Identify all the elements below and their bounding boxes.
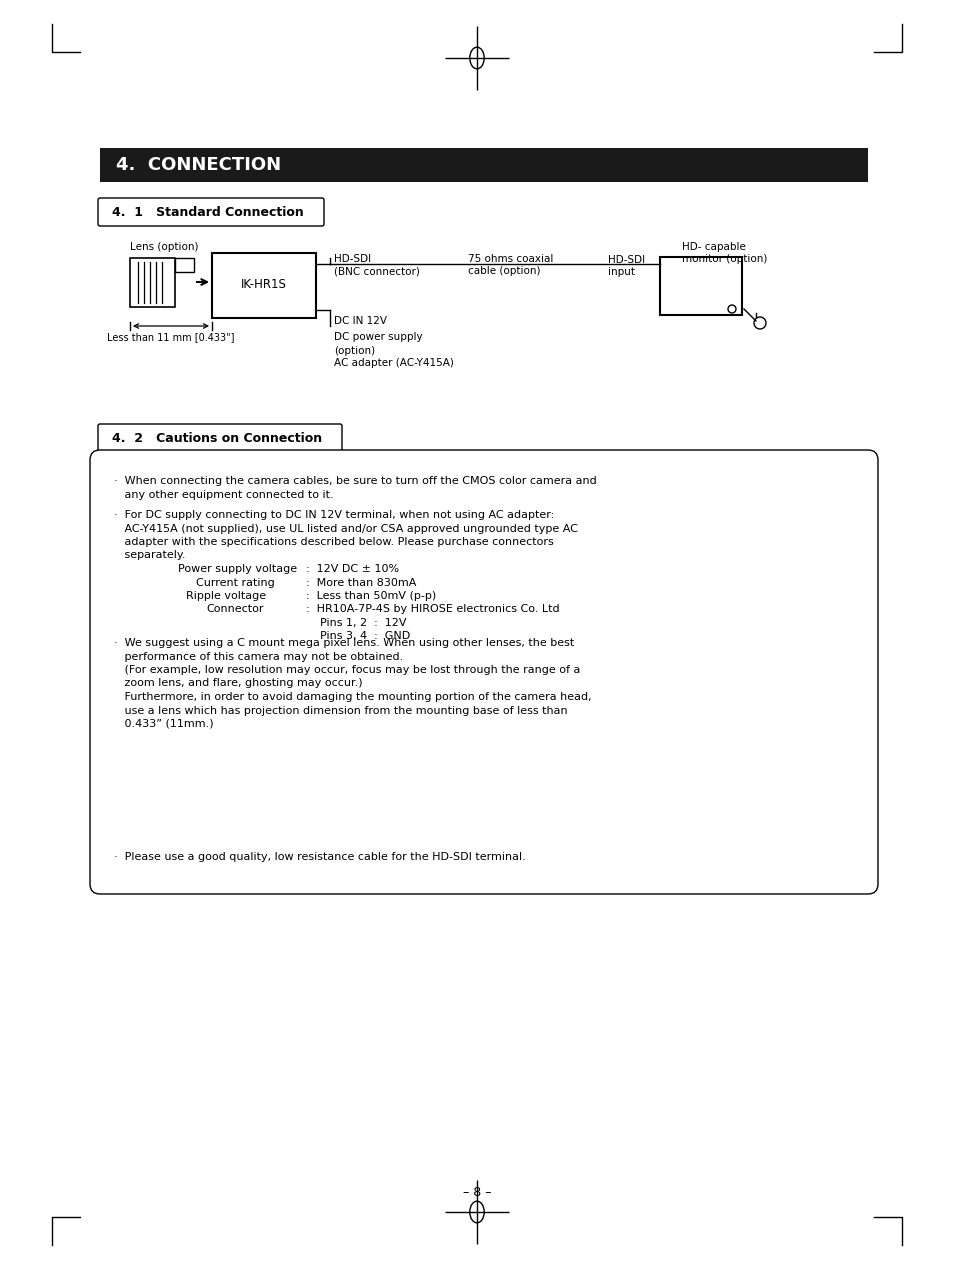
Text: – 8 –: – 8 – xyxy=(462,1187,491,1199)
Text: performance of this camera may not be obtained.: performance of this camera may not be ob… xyxy=(113,651,403,661)
Text: DC power supply: DC power supply xyxy=(334,332,422,343)
Text: 4.  2   Cautions on Connection: 4. 2 Cautions on Connection xyxy=(112,431,322,444)
Text: IK-HR1S: IK-HR1S xyxy=(241,278,287,292)
Text: 4.  CONNECTION: 4. CONNECTION xyxy=(116,156,281,174)
FancyBboxPatch shape xyxy=(90,450,877,893)
Text: input: input xyxy=(607,266,635,277)
Text: HD-SDI: HD-SDI xyxy=(334,254,371,264)
Text: Ripple voltage: Ripple voltage xyxy=(186,591,266,602)
Text: any other equipment connected to it.: any other equipment connected to it. xyxy=(113,490,334,500)
Text: ·  For DC supply connecting to DC IN 12V terminal, when not using AC adapter:: · For DC supply connecting to DC IN 12V … xyxy=(113,510,554,520)
Text: HD-SDI: HD-SDI xyxy=(607,255,644,265)
FancyBboxPatch shape xyxy=(98,198,324,226)
Text: Power supply voltage: Power supply voltage xyxy=(178,563,296,574)
Bar xyxy=(212,253,315,319)
Text: ·  When connecting the camera cables, be sure to turn off the CMOS color camera : · When connecting the camera cables, be … xyxy=(113,476,597,486)
Text: Current rating: Current rating xyxy=(195,577,274,588)
Text: HD- capable: HD- capable xyxy=(681,242,745,253)
Text: (BNC connector): (BNC connector) xyxy=(334,266,419,275)
Text: :  More than 830mA: : More than 830mA xyxy=(306,577,416,588)
Bar xyxy=(659,258,741,315)
Text: AC adapter (AC-Y415A): AC adapter (AC-Y415A) xyxy=(334,358,454,368)
FancyBboxPatch shape xyxy=(100,148,867,181)
Text: cable (option): cable (option) xyxy=(468,266,540,275)
Text: 4.  1   Standard Connection: 4. 1 Standard Connection xyxy=(112,206,303,218)
Text: adapter with the specifications described below. Please purchase connectors: adapter with the specifications describe… xyxy=(113,537,553,547)
Text: Connector: Connector xyxy=(206,604,263,614)
Bar xyxy=(130,258,174,307)
FancyBboxPatch shape xyxy=(98,424,341,452)
Text: :  HR10A-7P-4S by HIROSE electronics Co. Ltd: : HR10A-7P-4S by HIROSE electronics Co. … xyxy=(306,604,559,614)
Text: 75 ohms coaxial: 75 ohms coaxial xyxy=(468,254,553,264)
Text: (For example, low resolution may occur, focus may be lost through the range of a: (For example, low resolution may occur, … xyxy=(113,665,579,675)
Text: zoom lens, and flare, ghosting may occur.): zoom lens, and flare, ghosting may occur… xyxy=(113,679,362,689)
Text: Less than 11 mm [0.433"]: Less than 11 mm [0.433"] xyxy=(107,332,234,343)
Text: :  12V DC ± 10%: : 12V DC ± 10% xyxy=(306,563,398,574)
Text: ·  We suggest using a C mount mega pixel lens. When using other lenses, the best: · We suggest using a C mount mega pixel … xyxy=(113,638,574,648)
Text: DC IN 12V: DC IN 12V xyxy=(334,316,387,326)
Text: separately.: separately. xyxy=(113,551,185,561)
Text: Pins 3, 4  :  GND: Pins 3, 4 : GND xyxy=(319,632,410,642)
Text: 0.433” (11mm.): 0.433” (11mm.) xyxy=(113,720,213,728)
Text: (option): (option) xyxy=(334,346,375,357)
Text: Pins 1, 2  :  12V: Pins 1, 2 : 12V xyxy=(319,618,406,628)
Text: Lens (option): Lens (option) xyxy=(130,242,198,253)
Text: monitor (option): monitor (option) xyxy=(681,254,766,264)
Text: :  Less than 50mV (p-p): : Less than 50mV (p-p) xyxy=(306,591,436,602)
Text: use a lens which has projection dimension from the mounting base of less than: use a lens which has projection dimensio… xyxy=(113,706,567,716)
Bar xyxy=(174,258,193,272)
Text: Furthermore, in order to avoid damaging the mounting portion of the camera head,: Furthermore, in order to avoid damaging … xyxy=(113,692,591,702)
Text: AC-Y415A (not supplied), use UL listed and/or CSA approved ungrounded type AC: AC-Y415A (not supplied), use UL listed a… xyxy=(113,524,578,533)
Text: ·  Please use a good quality, low resistance cable for the HD-SDI terminal.: · Please use a good quality, low resista… xyxy=(113,851,525,862)
